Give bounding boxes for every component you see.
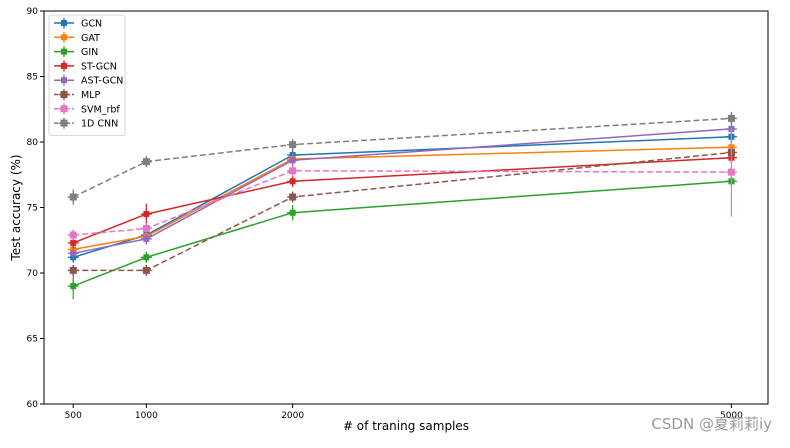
legend-marker xyxy=(58,60,70,72)
x-tick-label: 500 xyxy=(65,411,82,421)
legend-item-gcn: GCN xyxy=(54,17,102,30)
axes: 60 65 70 75 80 85 90 500 1000 2000 5000 xyxy=(27,7,744,421)
data-point-1d-cnn xyxy=(725,112,737,124)
series-line-st-gcn xyxy=(73,156,732,244)
y-tick-label: 75 xyxy=(27,204,38,214)
data-point-1d-cnn xyxy=(140,156,152,168)
legend-label: GIN xyxy=(81,47,98,58)
legend-marker xyxy=(58,46,70,58)
data-point-svm-rbf xyxy=(140,222,152,234)
legend-marker xyxy=(58,89,70,100)
legend-item-gat: GAT xyxy=(54,31,100,44)
legend-marker xyxy=(58,17,70,29)
y-axis-label: Test accuracy (%) xyxy=(9,154,23,261)
legend-label: SVM_rbf xyxy=(81,104,120,115)
data-point-st-gcn xyxy=(140,208,152,220)
x-tick-label: 1000 xyxy=(135,411,158,421)
x-tick-label: 2000 xyxy=(281,411,304,421)
legend-item-mlp: MLP xyxy=(54,89,100,101)
series-svm-rbf xyxy=(67,127,737,241)
legend-marker xyxy=(58,74,70,86)
watermark: CSDN @夏莉莉iy xyxy=(651,415,772,433)
data-point-1d-cnn xyxy=(287,139,299,151)
data-point-gin xyxy=(287,207,299,219)
series-line-svm-rbf xyxy=(73,170,732,236)
legend-label: AST-GCN xyxy=(81,76,123,87)
data-point-svm-rbf xyxy=(67,229,79,241)
legend-item-st-gcn: ST-GCN xyxy=(54,60,117,72)
legend-box xyxy=(48,14,126,136)
y-tick-label: 60 xyxy=(27,400,39,410)
x-axis-label: # of traning samples xyxy=(343,419,469,433)
data-point-1d-cnn xyxy=(67,191,79,203)
data-point-st-gcn xyxy=(287,175,299,187)
data-point-gin xyxy=(140,251,152,263)
legend: GCN GAT GIN ST-GCN AST-GCN MLP SVM_rbf 1D CNN xyxy=(48,14,126,136)
series-layer xyxy=(67,111,737,300)
series-line-gin xyxy=(73,180,732,287)
data-point-ast-gcn xyxy=(140,233,152,245)
y-tick-label: 85 xyxy=(27,73,38,83)
legend-label: MLP xyxy=(81,90,100,101)
data-point-mlp xyxy=(287,191,299,203)
y-tick-label: 90 xyxy=(27,7,39,17)
legend-label: ST-GCN xyxy=(81,61,117,72)
data-point-mlp xyxy=(67,264,79,276)
legend-label: GCN xyxy=(81,19,102,30)
legend-item-svm-rbf: SVM_rbf xyxy=(54,103,120,115)
legend-marker xyxy=(58,117,70,129)
legend-item-1d-cnn: 1D CNN xyxy=(54,117,118,130)
data-point-mlp xyxy=(140,264,152,276)
legend-label: GAT xyxy=(81,33,100,44)
legend-item-ast-gcn: AST-GCN xyxy=(54,74,123,87)
legend-marker xyxy=(58,103,70,115)
data-point-svm-rbf xyxy=(287,165,299,177)
y-tick-label: 80 xyxy=(27,138,39,148)
series-line-mlp xyxy=(73,151,732,272)
y-tick-label: 65 xyxy=(27,335,38,345)
legend-item-gin: GIN xyxy=(54,46,98,58)
series-line-1d-cnn xyxy=(72,117,732,198)
y-tick-label: 70 xyxy=(27,269,39,279)
data-point-ast-gcn xyxy=(287,154,299,166)
x-tick-label: 5000 xyxy=(720,411,743,421)
data-point-gin xyxy=(67,280,79,292)
legend-label: 1D CNN xyxy=(81,119,118,130)
series-1d-cnn xyxy=(67,111,737,205)
legend-marker xyxy=(58,31,70,43)
data-point-svm-rbf xyxy=(725,166,737,178)
series-line-ast-gcn xyxy=(73,128,732,255)
plot-area xyxy=(43,10,769,405)
data-point-ast-gcn xyxy=(67,247,79,259)
